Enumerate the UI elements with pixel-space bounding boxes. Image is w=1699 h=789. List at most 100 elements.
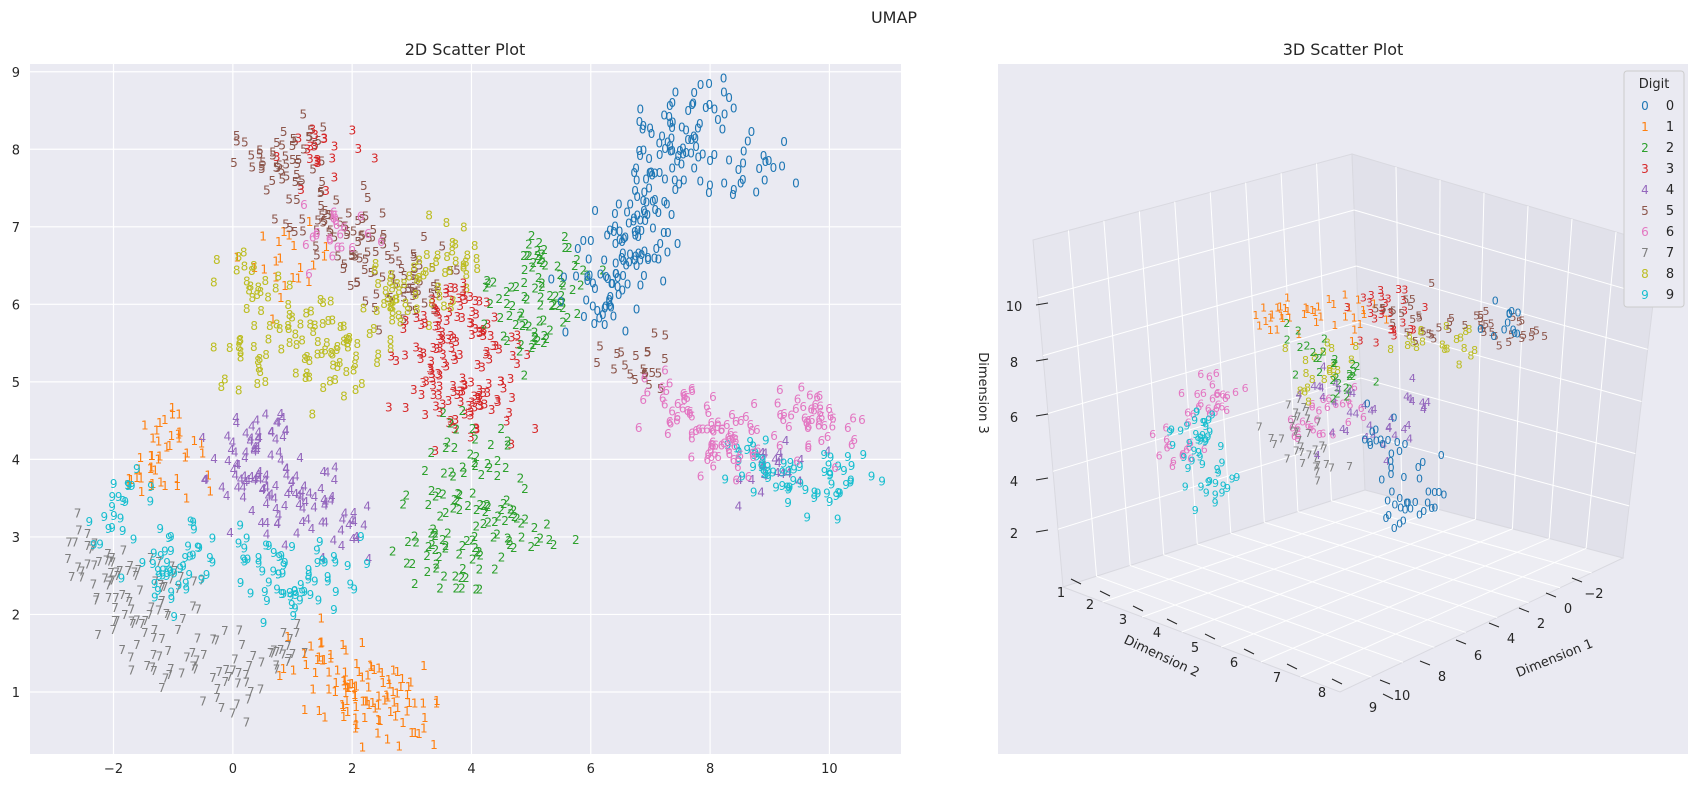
scatter-point-6: 6: [727, 426, 735, 440]
scatter-point-7: 7: [129, 617, 137, 631]
scatter-point-3: 3: [433, 305, 441, 319]
scatter-point-1: 1: [353, 657, 361, 671]
scatter-point-8: 8: [413, 273, 421, 287]
scatter-point-4: 4: [283, 469, 291, 483]
scatter-point-8: 8: [319, 317, 327, 331]
scatter-3d-point-8: 8: [1304, 381, 1311, 394]
x3-tick-mark: [1545, 592, 1557, 598]
y3-tick-mark: [1099, 590, 1111, 597]
scatter-point-7: 7: [128, 603, 136, 617]
scatter-point-3: 3: [329, 151, 337, 165]
scatter-point-0: 0: [694, 151, 702, 165]
scatter-point-2: 2: [534, 334, 542, 348]
scatter-point-3: 3: [461, 378, 469, 392]
scatter-point-3: 3: [447, 329, 455, 343]
scatter-point-4: 4: [259, 482, 267, 496]
scatter-point-0: 0: [671, 173, 679, 187]
scatter-point-2: 2: [435, 550, 443, 564]
scatter-3d-point-5: 5: [1409, 313, 1416, 326]
scatter-point-2: 2: [452, 570, 460, 584]
scatter-point-2: 2: [498, 551, 506, 565]
scatter-point-4: 4: [273, 517, 281, 531]
scatter-3d-point-2: 2: [1373, 376, 1380, 389]
scatter-point-4: 4: [782, 434, 790, 448]
scatter-point-8: 8: [420, 269, 428, 283]
scatter-3d-point-8: 8: [1404, 339, 1411, 352]
scatter-point-2: 2: [409, 557, 417, 571]
scatter-point-3: 3: [514, 337, 522, 351]
scatter-point-8: 8: [253, 288, 261, 302]
scatter-3d-point-6: 6: [1325, 392, 1332, 405]
scatter-point-1: 1: [135, 462, 143, 476]
scatter-point-0: 0: [705, 77, 713, 91]
scatter-3d-point-9: 9: [1199, 429, 1206, 442]
scatter-3d-point-6: 6: [1197, 368, 1204, 381]
scatter-point-2: 2: [484, 457, 492, 471]
scatter-point-6: 6: [331, 209, 339, 223]
scatter-3d-point-9: 9: [1212, 489, 1219, 502]
scatter-point-8: 8: [344, 340, 352, 354]
scatter-point-6: 6: [770, 429, 778, 443]
scatter-point-9: 9: [825, 459, 833, 473]
scatter-point-1: 1: [341, 674, 349, 688]
scatter-point-4: 4: [242, 445, 250, 459]
scatter-point-0: 0: [625, 255, 633, 269]
scatter-point-9: 9: [170, 610, 178, 624]
scatter-point-1: 1: [277, 291, 285, 305]
scatter-3d-point-1: 1: [1317, 311, 1324, 324]
scatter-point-2: 2: [432, 561, 440, 575]
scatter-point-8: 8: [343, 337, 351, 351]
scatter-3d-point-9: 9: [1195, 433, 1202, 446]
scatter-point-9: 9: [840, 464, 848, 478]
scatter-point-0: 0: [661, 142, 669, 156]
scatter-point-2: 2: [491, 562, 499, 576]
scatter-3d-point-0: 0: [1397, 502, 1404, 515]
scatter-point-2: 2: [486, 461, 494, 475]
scatter-point-1: 1: [190, 434, 198, 448]
scatter-point-7: 7: [107, 566, 115, 580]
scatter-point-0: 0: [633, 259, 641, 273]
scatter-3d-point-7: 7: [1268, 432, 1275, 445]
scatter-point-9: 9: [194, 541, 202, 555]
scatter-point-0: 0: [656, 148, 664, 162]
scatter-point-7: 7: [190, 575, 198, 589]
scatter-3d-point-9: 9: [1199, 458, 1206, 471]
scatter-point-8: 8: [243, 275, 251, 289]
scatter-3d-point-6: 6: [1184, 407, 1191, 420]
scatter-point-2: 2: [450, 502, 458, 516]
scatter-point-9: 9: [110, 477, 118, 491]
scatter-point-8: 8: [286, 279, 294, 293]
scatter-point-1: 1: [411, 697, 419, 711]
scatter-point-0: 0: [661, 173, 669, 187]
scatter-point-5: 5: [295, 153, 303, 167]
scatter-point-9: 9: [175, 578, 183, 592]
scatter-point-5: 5: [340, 262, 348, 276]
scatter-point-1: 1: [397, 680, 405, 694]
scatter-point-2: 2: [404, 535, 412, 549]
scatter-3d-point-9: 9: [1219, 457, 1226, 470]
scatter-3d-point-4: 4: [1404, 419, 1411, 432]
scatter-point-2: 2: [459, 562, 467, 576]
scatter-point-4: 4: [227, 443, 235, 457]
scatter-point-5: 5: [364, 246, 372, 260]
scatter-point-5: 5: [274, 161, 282, 175]
scatter-point-4: 4: [247, 431, 255, 445]
scatter-point-1: 1: [147, 462, 155, 476]
scatter-point-8: 8: [333, 343, 341, 357]
x-tick-label: −2: [104, 762, 123, 777]
scatter-3d-point-8: 8: [1406, 329, 1413, 342]
scatter-point-8: 8: [415, 271, 423, 285]
scatter-3d-point-6: 6: [1195, 401, 1202, 414]
scatter-point-5: 5: [447, 264, 455, 278]
scatter-point-0: 0: [752, 185, 760, 199]
scatter-point-6: 6: [336, 227, 344, 241]
scatter-point-9: 9: [291, 584, 299, 598]
scatter-point-3: 3: [465, 399, 473, 413]
scatter-3d-point-7: 7: [1271, 438, 1278, 451]
scatter-3d-point-0: 0: [1378, 473, 1385, 486]
scatter-point-3: 3: [417, 352, 425, 366]
scatter-3d-point-4: 4: [1409, 372, 1416, 385]
scatter-3d-point-6: 6: [1345, 416, 1352, 429]
scatter-point-6: 6: [667, 416, 675, 430]
scatter-point-7: 7: [243, 676, 251, 690]
